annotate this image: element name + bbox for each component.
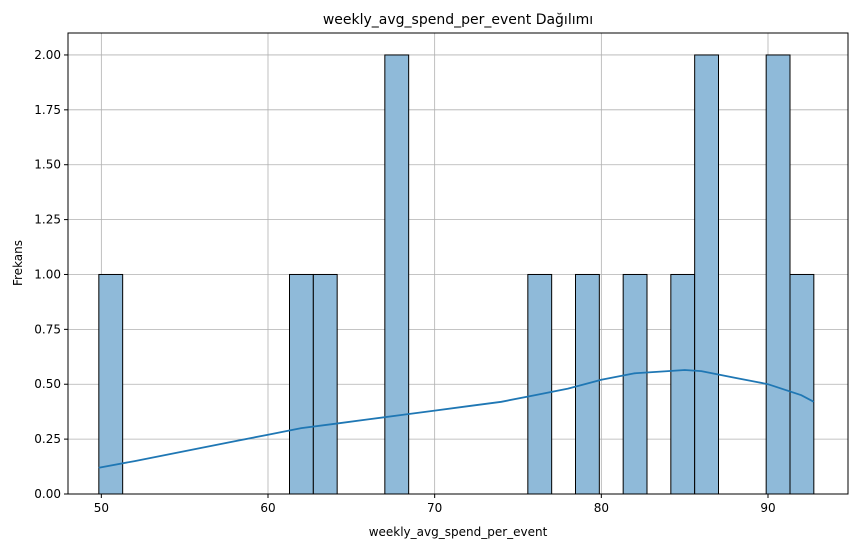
x-axis-label: weekly_avg_spend_per_event bbox=[369, 525, 548, 539]
x-tick-label: 90 bbox=[760, 501, 775, 515]
y-tick-label: 1.75 bbox=[34, 103, 61, 117]
x-tick-label: 60 bbox=[260, 501, 275, 515]
histogram-bar bbox=[312, 273, 338, 495]
histogram-bar bbox=[384, 54, 410, 495]
y-tick-label: 1.25 bbox=[34, 213, 61, 227]
chart-title: weekly_avg_spend_per_event Dağılımı bbox=[323, 12, 593, 28]
y-tick-label: 0.25 bbox=[34, 432, 61, 446]
histogram-bar bbox=[527, 273, 553, 495]
kde-line bbox=[98, 369, 815, 469]
histogram-bar bbox=[622, 273, 648, 495]
x-tick-label: 70 bbox=[427, 501, 442, 515]
y-axis-ticks: 0.00 0.25 0.50 0.75 1.00 1.25 1.50 1.75 2.00 bbox=[34, 48, 68, 501]
y-tick-label: 1.00 bbox=[34, 267, 61, 281]
histogram-bar bbox=[694, 54, 720, 495]
y-axis-label: Frekans bbox=[11, 240, 25, 286]
histogram-bar bbox=[765, 54, 791, 495]
histogram-bar bbox=[289, 273, 314, 495]
histogram-bar bbox=[670, 273, 696, 495]
x-tick-label: 80 bbox=[594, 501, 609, 515]
grid-lines bbox=[68, 33, 848, 495]
x-axis-ticks: 50 60 70 80 90 bbox=[94, 494, 776, 515]
y-tick-label: 0.00 bbox=[34, 487, 61, 501]
y-tick-label: 0.75 bbox=[34, 322, 61, 336]
y-tick-label: 1.50 bbox=[34, 158, 61, 172]
plot-frame bbox=[67, 32, 849, 495]
y-tick-label: 2.00 bbox=[34, 48, 61, 62]
histogram-bar bbox=[98, 273, 124, 495]
kde-curve bbox=[98, 369, 815, 469]
histogram-bar bbox=[789, 273, 815, 495]
y-tick-label: 0.50 bbox=[34, 377, 61, 391]
x-tick-label: 50 bbox=[94, 501, 109, 515]
